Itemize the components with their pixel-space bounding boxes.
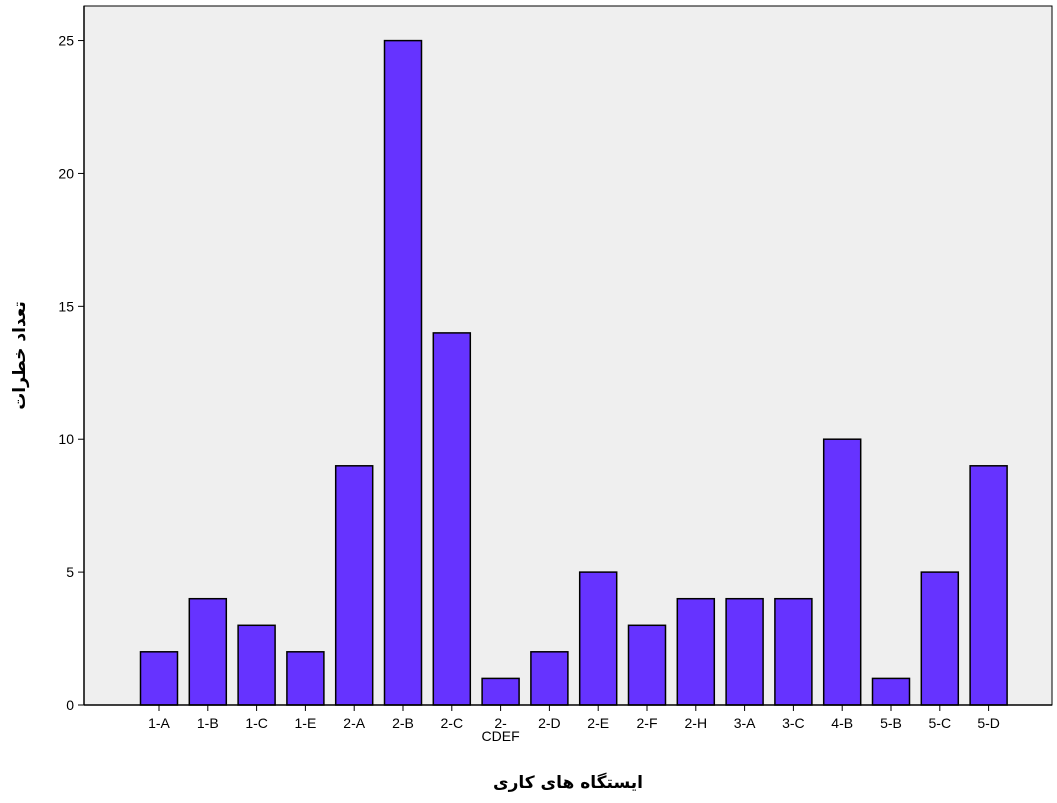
x-tick-label: 2-B	[392, 715, 414, 731]
bar-2-B	[383, 39, 423, 706]
x-tick-label: 1-B	[197, 715, 219, 731]
x-tick-label: 1-E	[295, 715, 317, 731]
bar-2-CDEF	[481, 677, 520, 706]
bar-5-B	[871, 677, 911, 706]
bar-2-D	[530, 651, 569, 706]
y-tick-label: 10	[58, 431, 74, 447]
y-ticks-group: 0 5 10 15 20 25	[58, 33, 84, 713]
bar-5-C	[920, 571, 960, 706]
y-tick-label: 25	[58, 33, 74, 49]
bar-3-A	[725, 597, 764, 706]
x-tick-label: 3-A	[734, 715, 756, 731]
y-tick-label: 20	[58, 165, 74, 181]
x-tick-label: 2-	[494, 715, 507, 731]
x-tick-label: 1-C	[245, 715, 268, 731]
x-tick-label: 4-B	[831, 715, 853, 731]
y-tick-label: 15	[58, 298, 74, 314]
x-tick-label: 5-D	[977, 715, 1000, 731]
bar-1-E	[286, 651, 325, 706]
x-tick-label: 5-B	[880, 715, 902, 731]
y-tick-label: 5	[66, 564, 74, 580]
bar-1-A	[139, 651, 179, 706]
x-tick-label: 2-F	[637, 715, 658, 731]
x-tick-label: 5-C	[929, 715, 952, 731]
bars-group	[139, 39, 1008, 706]
bar-3-C	[774, 597, 813, 706]
plot-area	[83, 5, 1053, 706]
bar-2-C	[432, 332, 472, 706]
x-tick-label: 2-H	[685, 715, 708, 731]
bar-5-D	[969, 465, 1008, 706]
x-tick-label: CDEF	[482, 728, 520, 744]
bar-2-F	[627, 624, 667, 706]
bar-2-H	[676, 597, 716, 706]
bar-2-A	[334, 465, 374, 706]
bar-1-C	[237, 624, 276, 706]
x-tick-label: 2-A	[343, 715, 365, 731]
x-tick-label: 3-C	[782, 715, 805, 731]
x-axis-title: ایستگاه های کاری	[493, 772, 643, 793]
x-tick-label: 2-C	[441, 715, 464, 731]
y-axis-title: تعداد خطرات	[10, 301, 30, 410]
y-tick-label: 0	[66, 697, 74, 713]
bar-4-B	[822, 438, 862, 706]
x-tick-label: 2-E	[587, 715, 609, 731]
x-ticks-group: 1-A 1-B 1-C 1-E 2-A 2-B 2-C 2-CDEF 2-D 2-E 2-F 2-H 3…	[148, 705, 1000, 744]
bar-1-B	[188, 597, 228, 706]
x-tick-label: 2-D	[538, 715, 561, 731]
x-tick-label: 1-A	[148, 715, 170, 731]
bar-2-E	[578, 571, 618, 706]
